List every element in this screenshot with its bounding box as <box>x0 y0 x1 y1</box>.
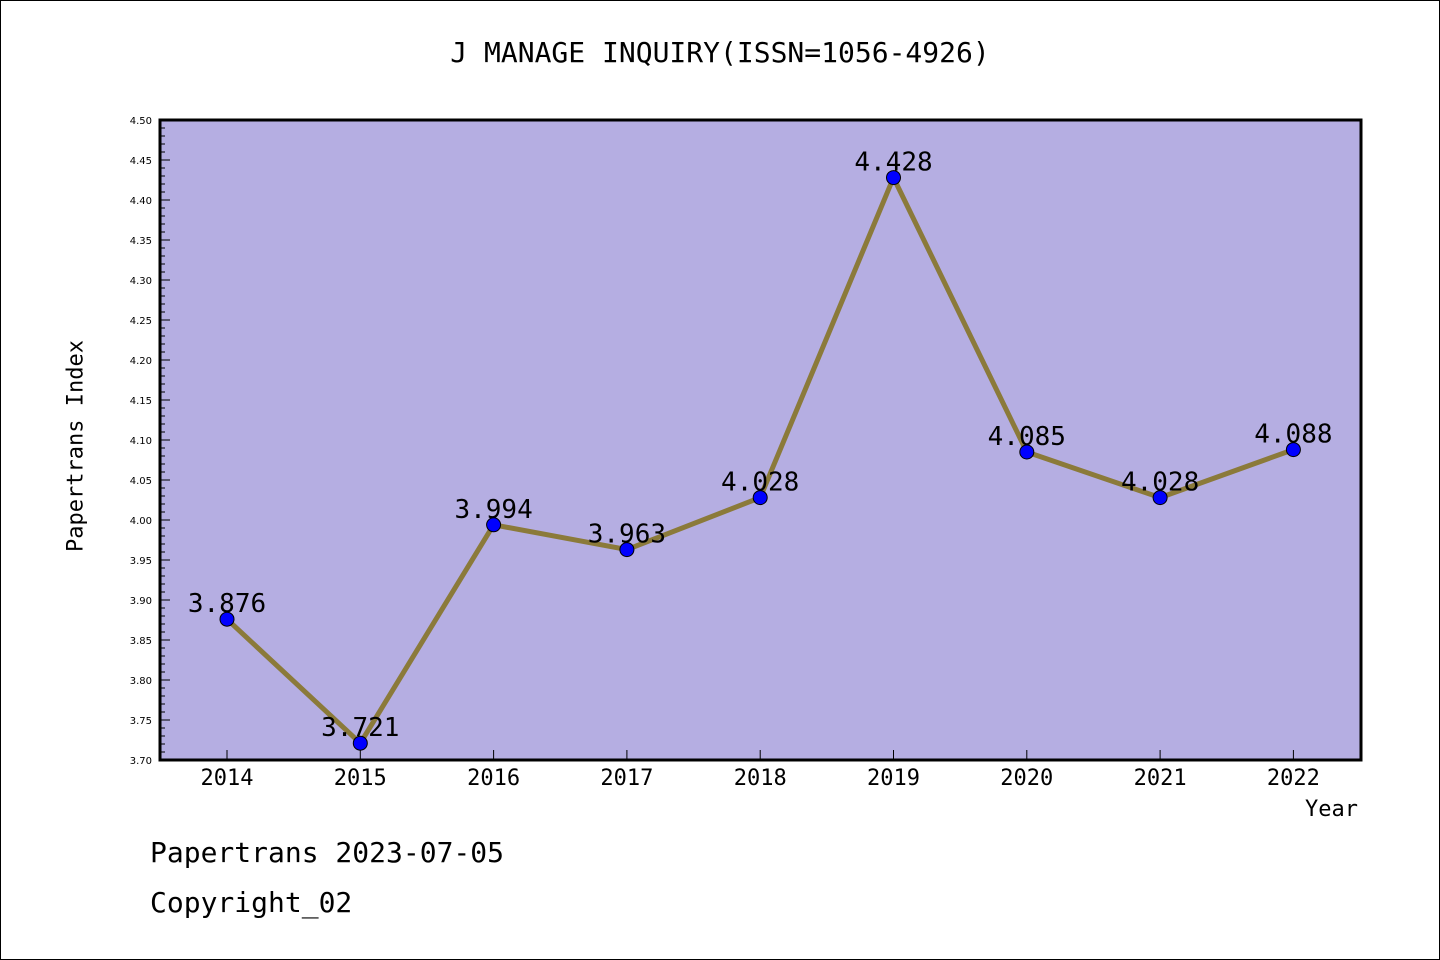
y-tick-label: 4.50 <box>130 116 152 127</box>
y-axis-ticks: 3.70 3.75 3.80 3.85 3.90 3.95 4.00 4.05 4.10 4.15… <box>130 116 170 767</box>
x-tick-label: 2014 <box>201 766 254 791</box>
y-tick-label: 4.15 <box>130 396 152 407</box>
data-point <box>1152 490 1168 506</box>
y-tick-label: 3.70 <box>130 756 152 767</box>
data-label: 4.088 <box>1254 420 1332 450</box>
data-point <box>1019 444 1035 460</box>
data-label: 4.085 <box>988 422 1066 452</box>
plot-area <box>160 120 1361 760</box>
data-point <box>486 517 502 533</box>
y-tick-label: 4.20 <box>130 356 152 367</box>
y-tick-label: 3.75 <box>130 716 152 727</box>
y-tick-label: 4.35 <box>130 236 152 247</box>
y-tick-label: 4.40 <box>130 196 152 207</box>
x-axis-ticks: 2014 2015 2016 2017 2018 2019 2020 2021 2022 <box>201 750 1320 791</box>
y-tick-label: 3.85 <box>130 636 152 647</box>
y-tick-label: 4.05 <box>130 476 152 487</box>
footer-date: Papertrans 2023-07-05 <box>150 836 505 869</box>
data-point <box>752 490 768 506</box>
x-axis-label: Year <box>1305 797 1358 822</box>
data-point <box>1285 442 1301 458</box>
y-tick-label: 4.00 <box>130 516 152 527</box>
y-tick-label: 3.90 <box>130 596 152 607</box>
footer-copyright: Copyright_02 <box>150 886 353 919</box>
data-point <box>219 611 235 627</box>
x-tick-label: 2020 <box>1000 766 1053 791</box>
data-label: 3.721 <box>321 713 399 743</box>
y-tick-label: 4.30 <box>130 276 152 287</box>
x-tick-label: 2019 <box>867 766 920 791</box>
y-tick-label: 4.45 <box>130 156 152 167</box>
data-label: 3.994 <box>454 495 532 525</box>
x-tick-label: 2021 <box>1134 766 1187 791</box>
data-label: 3.876 <box>188 589 266 619</box>
data-label: 3.963 <box>588 520 666 550</box>
y-tick-label: 3.95 <box>130 556 152 567</box>
y-tick-label: 4.25 <box>130 316 152 327</box>
data-label: 4.428 <box>854 148 932 178</box>
data-labels-group: 3.876 3.721 3.994 3.963 4.028 4.428 4.085 4.028… <box>188 148 1333 744</box>
data-point <box>352 735 368 751</box>
data-label: 4.028 <box>1121 468 1199 498</box>
plot-border <box>158 118 1363 762</box>
data-point <box>619 542 635 558</box>
x-tick-label: 2017 <box>600 766 653 791</box>
x-tick-label: 2018 <box>734 766 787 791</box>
x-tick-label: 2016 <box>467 766 520 791</box>
x-tick-label: 2022 <box>1267 766 1320 791</box>
data-label: 4.028 <box>721 468 799 498</box>
data-points-group <box>219 170 1301 751</box>
chart-title: J MANAGE INQUIRY(ISSN=1056-4926) <box>450 36 990 69</box>
x-tick-label: 2015 <box>334 766 387 791</box>
y-tick-label: 4.10 <box>130 436 152 447</box>
data-point <box>886 170 901 186</box>
y-tick-label: 3.80 <box>130 676 152 687</box>
